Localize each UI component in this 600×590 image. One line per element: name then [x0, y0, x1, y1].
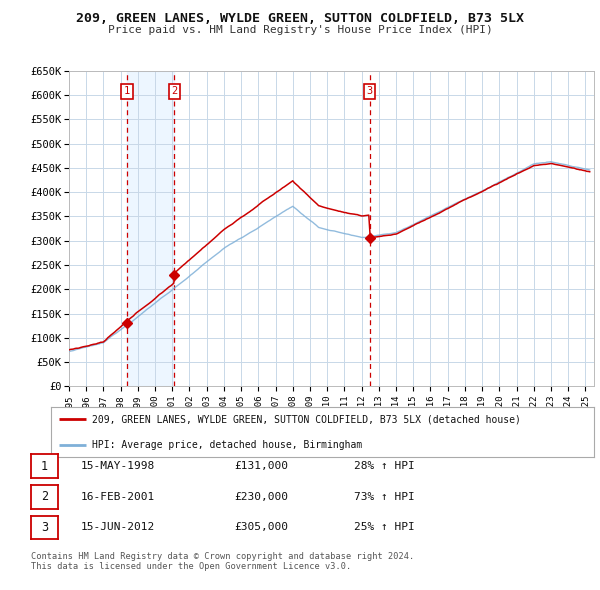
Text: 25% ↑ HPI: 25% ↑ HPI: [354, 523, 415, 532]
Text: £131,000: £131,000: [234, 461, 288, 471]
Text: 1: 1: [124, 86, 130, 96]
Text: 28% ↑ HPI: 28% ↑ HPI: [354, 461, 415, 471]
Text: 209, GREEN LANES, WYLDE GREEN, SUTTON COLDFIELD, B73 5LX: 209, GREEN LANES, WYLDE GREEN, SUTTON CO…: [76, 12, 524, 25]
Text: HPI: Average price, detached house, Birmingham: HPI: Average price, detached house, Birm…: [92, 440, 362, 450]
Text: Price paid vs. HM Land Registry's House Price Index (HPI): Price paid vs. HM Land Registry's House …: [107, 25, 493, 35]
Text: 15-JUN-2012: 15-JUN-2012: [81, 523, 155, 532]
Text: 2: 2: [41, 490, 48, 503]
Text: 3: 3: [41, 521, 48, 534]
Text: 209, GREEN LANES, WYLDE GREEN, SUTTON COLDFIELD, B73 5LX (detached house): 209, GREEN LANES, WYLDE GREEN, SUTTON CO…: [92, 414, 521, 424]
Text: 15-MAY-1998: 15-MAY-1998: [81, 461, 155, 471]
Text: 16-FEB-2001: 16-FEB-2001: [81, 492, 155, 502]
Text: 73% ↑ HPI: 73% ↑ HPI: [354, 492, 415, 502]
Text: £230,000: £230,000: [234, 492, 288, 502]
Text: 3: 3: [367, 86, 373, 96]
Text: £305,000: £305,000: [234, 523, 288, 532]
Text: 2: 2: [171, 86, 178, 96]
Bar: [127, 71, 175, 386]
Text: 1: 1: [41, 460, 48, 473]
Text: Contains HM Land Registry data © Crown copyright and database right 2024.
This d: Contains HM Land Registry data © Crown c…: [31, 552, 415, 571]
